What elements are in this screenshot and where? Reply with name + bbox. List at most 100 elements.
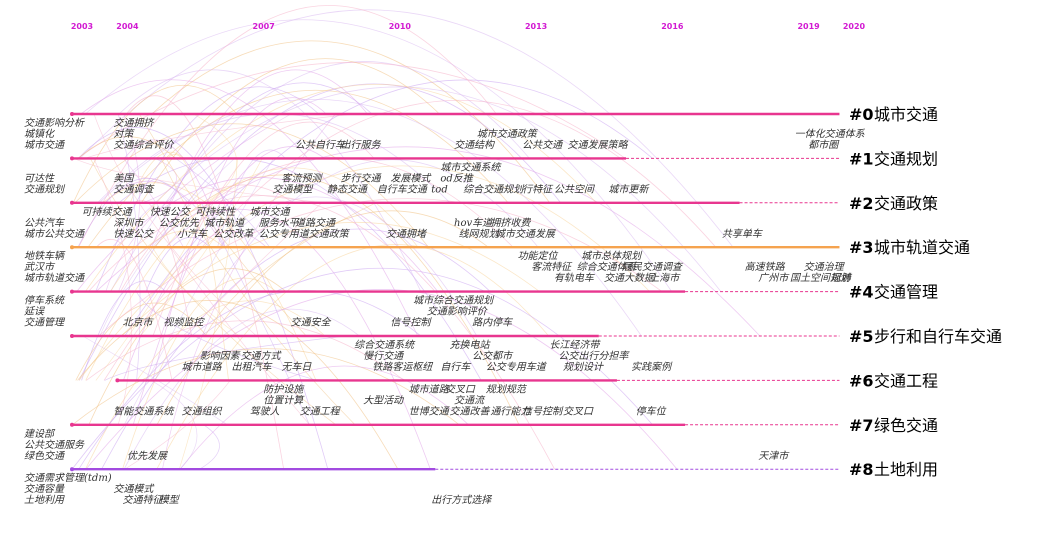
- citation-arc: [95, 86, 320, 292]
- cluster-keyword: 深圳市: [113, 217, 145, 229]
- cluster-keyword: 出租汽车: [231, 361, 272, 373]
- cluster-keyword: 信号控制: [390, 317, 432, 329]
- citation-arc: [204, 202, 377, 337]
- cluster-keyword: 位置计算: [263, 394, 305, 406]
- cluster-keyword: 土地利用: [24, 494, 65, 506]
- year-tick-label: 2003: [71, 22, 93, 31]
- cluster-node: [70, 156, 74, 161]
- cluster-node: [70, 467, 74, 472]
- citation-arc: [201, 202, 310, 425]
- cluster-keyword: 天津市: [758, 450, 790, 462]
- citation-arc: [145, 237, 211, 292]
- cluster-keyword: 信号控制: [522, 405, 564, 417]
- citation-arc: [78, 136, 177, 159]
- cluster-keyword: 充换电站: [449, 339, 491, 351]
- cluster-keyword: 城市交通: [250, 206, 292, 218]
- cluster-keyword: 公交专用道: [259, 228, 311, 240]
- citation-arc: [133, 199, 193, 337]
- cluster-keyword: 城市轨道交通: [24, 272, 86, 284]
- cluster-keyword: 城镇化: [24, 128, 56, 140]
- cluster-node: [70, 289, 74, 294]
- cluster-keyword: 交通影响评价: [427, 306, 488, 318]
- cluster-keyword: 综合交通体系: [577, 261, 638, 273]
- cluster-keyword: 武汉市: [24, 261, 56, 273]
- year-axis: 2003 2004 2007 2010 2013 2016 2019 2020: [71, 22, 866, 31]
- cluster-keyword: 城市更新: [608, 183, 650, 195]
- cluster-keyword: 一体化交通体系: [795, 128, 866, 140]
- cluster-keyword: 慢行交通: [363, 350, 405, 362]
- cluster-keyword: 可达性: [24, 172, 55, 184]
- year-tick-label: 2013: [525, 22, 547, 31]
- cluster-keyword: 绿色交通: [24, 450, 66, 462]
- cluster-name-label: 交通管理: [874, 283, 938, 302]
- cluster-keyword: 城市公共交通: [24, 228, 86, 240]
- cluster-keyword: 都市圈: [808, 139, 840, 151]
- cluster-name-label: 交通规划: [874, 149, 938, 168]
- cluster-keyword: 公交专用车道: [486, 361, 548, 373]
- citation-arc: [142, 158, 177, 204]
- cluster-node: [70, 112, 74, 116]
- citation-arc: [123, 308, 360, 470]
- cluster-keyword: 交通拥堵: [386, 228, 428, 240]
- year-tick-label: 2016: [661, 22, 684, 31]
- cluster-keyword: 交通政策: [309, 228, 351, 240]
- cluster-keyword: 世博交通: [409, 405, 451, 417]
- year-tick-label: 2020: [843, 22, 866, 31]
- citation-arc: [154, 174, 520, 425]
- cluster-keyword: 共享单车: [722, 228, 763, 240]
- cluster-keyword: 城市道路: [409, 383, 450, 395]
- cluster-keyword: 公共交通服务: [24, 439, 85, 451]
- cluster-keyword: 交通工程: [300, 405, 342, 417]
- citation-arc: [78, 5, 497, 248]
- cluster-keyword: 城市交通发展: [495, 228, 556, 240]
- citation-arc: [101, 228, 491, 470]
- cluster-keyword: 停车位: [636, 405, 667, 417]
- citation-arc: [98, 98, 642, 337]
- cluster-node: [70, 334, 74, 338]
- cluster-keyword: 交通方式: [241, 350, 283, 362]
- citation-arc: [74, 123, 429, 248]
- citation-arc: [72, 84, 238, 203]
- cluster-node: [70, 200, 74, 205]
- cluster-keyword: 综合交通系统: [354, 339, 416, 351]
- citation-arc: [110, 61, 530, 292]
- citation-arc: [86, 320, 405, 381]
- cluster-node: [115, 378, 120, 383]
- cluster-keyword: 城市轨道: [204, 217, 246, 229]
- cluster-keyword: 实践案例: [631, 361, 673, 373]
- citation-arc: [87, 90, 509, 248]
- cluster-keyword: 自行车交通: [377, 183, 429, 195]
- cluster-keyword: 交通容量: [24, 483, 65, 495]
- cluster-keyword: od反推: [440, 172, 473, 184]
- cluster-keyword: 交通规划: [24, 183, 66, 195]
- cluster-keyword: 静态交通: [327, 183, 369, 195]
- cluster-keyword: 交通改善: [449, 405, 490, 417]
- cluster-keyword: 上海市: [649, 272, 681, 284]
- cluster-id-label: #6: [849, 371, 874, 390]
- cluster-keyword: 客流特征: [531, 261, 573, 273]
- cluster-keyword: 公共汽车: [24, 217, 65, 229]
- year-tick-label: 2010: [389, 22, 412, 31]
- citation-arc: [84, 84, 597, 292]
- cluster-keyword: 功能定位: [518, 250, 559, 262]
- cluster-name-label: 绿色交通: [874, 416, 938, 435]
- cluster-keyword: hov车道: [454, 217, 494, 229]
- cluster-keyword: 公共空间: [554, 183, 596, 195]
- cluster-keyword: 快速公交: [150, 206, 192, 218]
- cluster-keyword: 交通综合评价: [113, 139, 174, 151]
- cluster-id-label: #8: [849, 460, 874, 479]
- citation-arc: [139, 113, 307, 337]
- cluster-keyword: 步行交通: [340, 172, 382, 184]
- cluster-name-label: 土地利用: [874, 460, 938, 479]
- citation-arc: [179, 365, 469, 470]
- citation-arc: [151, 40, 551, 204]
- cluster-id-label: #5: [849, 327, 874, 346]
- cluster-keyword: 城市综合交通规划: [413, 295, 495, 307]
- cluster-keyword: 城市交通: [24, 139, 66, 151]
- cluster-keyword: 通行能力: [490, 405, 531, 417]
- cluster-name-label: 城市轨道交通: [874, 238, 970, 257]
- cluster-keyword: 城市交通政策: [477, 128, 539, 140]
